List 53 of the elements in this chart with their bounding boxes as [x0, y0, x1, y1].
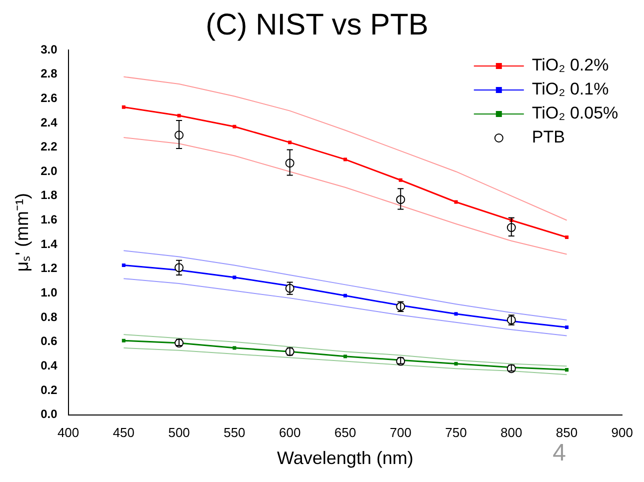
y-tick-label: 1.0: [40, 286, 58, 300]
point: [565, 368, 569, 372]
point: [232, 124, 236, 128]
point: [454, 362, 458, 366]
point: [177, 114, 181, 118]
point: [122, 105, 126, 109]
legend-label: TiO₂ 0.05%: [532, 104, 618, 123]
y-tick-label: 0.2: [40, 382, 58, 397]
y-tick-label: 2.6: [40, 90, 58, 105]
y-tick-label: 1.8: [40, 188, 58, 202]
point: [122, 338, 126, 342]
point: [454, 312, 458, 316]
x-tick-label: 850: [556, 425, 578, 440]
point: [343, 294, 347, 298]
y-tick-label: 3.0: [40, 42, 58, 56]
x-tick-label: 500: [168, 425, 190, 440]
point: [232, 276, 236, 280]
point: [565, 235, 569, 240]
y-axis-title: μₛ' (mm⁻¹): [12, 193, 32, 272]
chart-title: (C) NIST vs PTB: [206, 8, 428, 42]
point: [343, 354, 347, 358]
y-tick-label: 2.8: [40, 66, 58, 81]
point: [398, 178, 402, 182]
y-tick-label: 0.4: [40, 358, 58, 372]
point: [454, 200, 458, 204]
y-tick-label: 1.2: [40, 261, 58, 276]
legend-label: TiO₂ 0.1%: [532, 80, 609, 99]
y-tick-label: 0.0: [40, 407, 58, 422]
x-tick-label: 800: [500, 425, 522, 440]
y-tick-label: 0.6: [40, 334, 58, 348]
point: [122, 263, 126, 267]
y-tick-label: 2.4: [40, 115, 58, 130]
point: [288, 140, 292, 144]
legend-label: TiO₂ 0.2%: [532, 56, 609, 75]
y-tick-label: 1.6: [40, 212, 58, 227]
x-axis-title: Wavelength (nm): [277, 448, 414, 468]
point: [343, 158, 347, 162]
x-tick-label: 700: [390, 425, 412, 440]
y-tick-label: 2.2: [40, 140, 58, 154]
y-tick-label: 0.8: [40, 310, 58, 324]
point: [565, 325, 569, 330]
x-tick-label: 650: [334, 425, 356, 440]
x-tick-label: 400: [57, 425, 80, 440]
text: 4: [552, 440, 566, 467]
point: [232, 346, 236, 350]
x-tick-label: 750: [445, 425, 467, 440]
x-tick-label: 550: [224, 425, 246, 440]
x-tick-label: 600: [278, 425, 301, 440]
x-tick-label: 450: [112, 425, 135, 440]
legend-label: PTB: [532, 128, 565, 147]
x-tick-label: 900: [611, 425, 634, 440]
y-tick-label: 2.0: [40, 164, 58, 178]
y-tick-label: 1.4: [40, 236, 58, 251]
